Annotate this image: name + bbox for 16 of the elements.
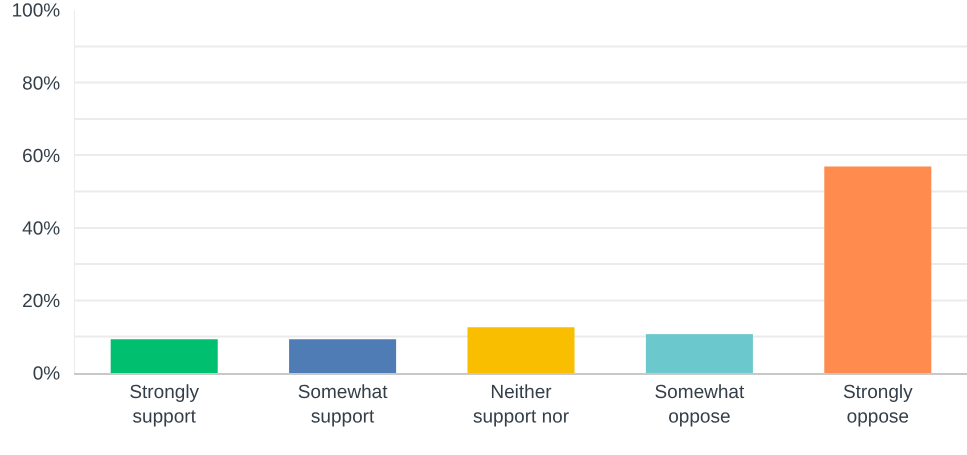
x-tick-label: Neither support nor — [472, 382, 570, 428]
y-tick-label: 80% — [22, 73, 60, 94]
x-tick-label: Somewhat oppose — [654, 382, 745, 428]
bar — [646, 334, 753, 373]
y-tick-label: 20% — [22, 291, 60, 312]
x-tick-label: Strongly support — [129, 382, 200, 428]
y-tick-label: 60% — [22, 146, 60, 167]
x-tick-label: Somewhat support — [298, 382, 388, 428]
x-tick-label: Strongly oppose — [842, 382, 914, 428]
bar — [110, 339, 218, 373]
bar — [824, 166, 932, 373]
y-tick-label: 40% — [22, 218, 60, 240]
y-tick-label: 100% — [12, 0, 60, 22]
bar — [289, 339, 396, 373]
y-tick-label: 0% — [32, 364, 60, 385]
bar — [467, 327, 575, 373]
